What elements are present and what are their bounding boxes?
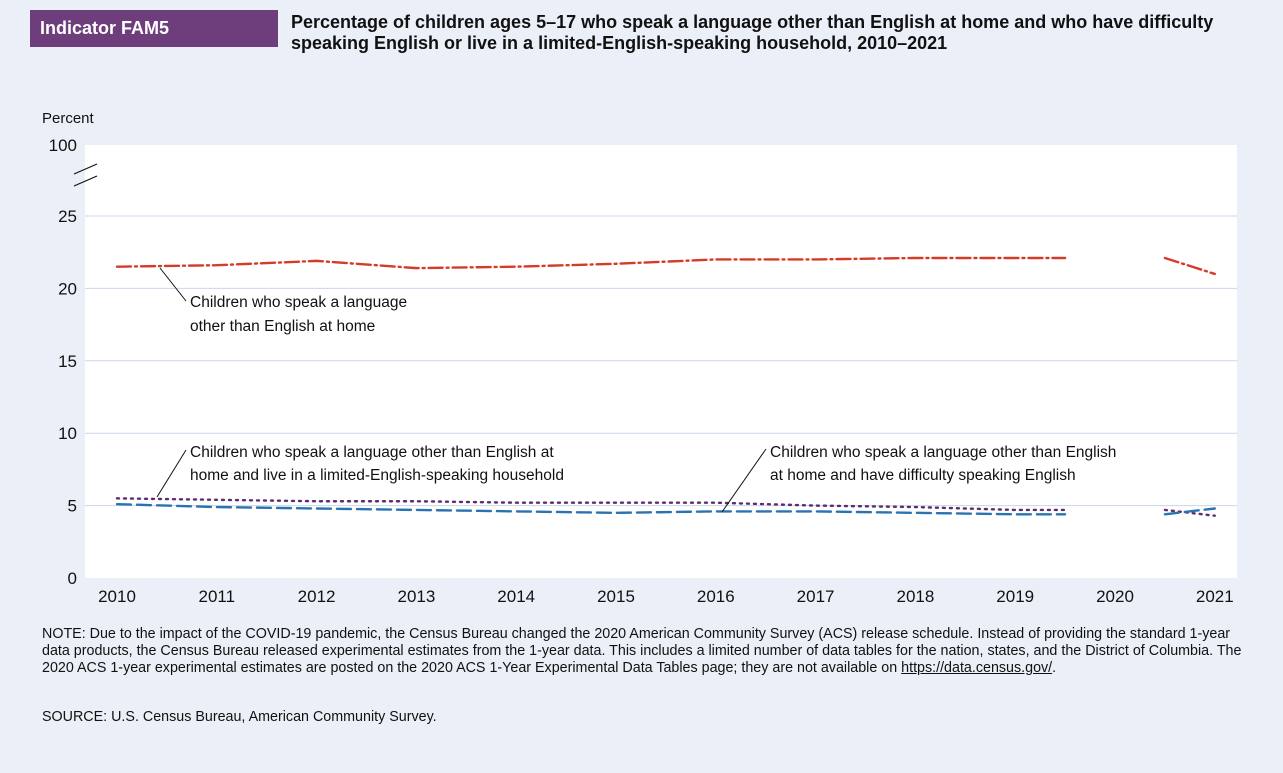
line-chart: 0 5 10 15 20 25 100 Percent 2010 2011 2012 2013 2014… <box>42 110 1237 606</box>
annotation-series-1-line-1: Children who speak a language <box>190 294 407 311</box>
x-tick-label: 2021 <box>1196 587 1234 606</box>
chart-title: Percentage of children ages 5–17 who spe… <box>291 12 1214 53</box>
annotation-series-3-line-2: at home and have difficulty speaking Eng… <box>770 467 1076 484</box>
source-text: SOURCE: U.S. Census Bureau, American Com… <box>42 709 437 725</box>
note-end: . <box>1052 660 1057 676</box>
y-tick-label: 10 <box>58 424 77 443</box>
x-tick-label: 2017 <box>797 587 835 606</box>
annotation-series-2-line-1: Children who speak a language other than… <box>190 444 554 461</box>
x-tick-label: 2014 <box>497 587 535 606</box>
note-text: NOTE: Due to the impact of the COVID-19 … <box>42 626 1252 677</box>
x-tick-label: 2010 <box>98 587 136 606</box>
x-tick-label: 2018 <box>896 587 934 606</box>
x-tick-label: 2016 <box>697 587 735 606</box>
series-line-1-part-2 <box>1163 256 1217 276</box>
x-tick-label: 2012 <box>298 587 336 606</box>
y-tick-label: 15 <box>58 352 77 371</box>
indicator-label: Indicator FAM5 <box>40 18 170 38</box>
axis-break-mark <box>73 175 98 187</box>
x-tick-label: 2013 <box>397 587 435 606</box>
y-tick-label: 20 <box>58 279 77 298</box>
annotation-series-3-line-1: Children who speak a language other than… <box>770 444 1116 461</box>
annotation-leader <box>159 267 187 302</box>
series-line-2-part-1 <box>115 497 1067 512</box>
x-tick-label: 2015 <box>597 587 635 606</box>
series-line-3-part-1 <box>115 502 1067 516</box>
series-line-3-part-2 <box>1163 507 1217 516</box>
x-tick-label: 2011 <box>199 587 236 606</box>
y-tick-label: 5 <box>68 497 77 516</box>
annotation-series-1-line-2: other than English at home <box>190 318 375 335</box>
y-tick-label-100: 100 <box>49 136 77 155</box>
census-link[interactable]: https://data.census.gov/ <box>901 660 1053 676</box>
series-line-1-part-1 <box>115 256 1067 270</box>
x-tick-label: 2020 <box>1096 587 1134 606</box>
x-tick-label: 2019 <box>996 587 1034 606</box>
y-tick-label: 0 <box>68 569 77 588</box>
note-body: NOTE: Due to the impact of the COVID-19 … <box>42 626 1242 676</box>
series-line-2-part-2 <box>1163 508 1217 517</box>
annotation-leader <box>721 448 767 513</box>
y-axis-label: Percent <box>42 110 95 127</box>
annotation-leader <box>156 449 187 498</box>
annotation-series-2-line-2: home and live in a limited-English-speak… <box>190 467 564 484</box>
y-tick-label: 25 <box>58 207 77 226</box>
axis-break-mark <box>73 163 98 175</box>
indicator-badge: Indicator FAM5 <box>30 10 278 47</box>
